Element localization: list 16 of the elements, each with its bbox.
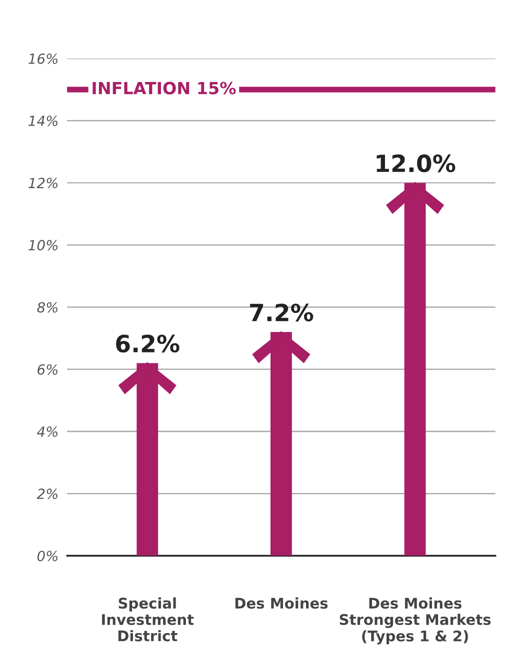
data-label: 6.2% [116,334,180,353]
y-tick-label: 6% [38,364,58,375]
x-tick-label: Special Investment District [102,597,194,642]
y-tick-label: 14% [28,116,58,126]
x-tick-label: Des Moines [235,597,328,609]
y-tick-label: 4% [36,426,58,437]
y-tick-label: 12% [28,178,58,188]
y-tick-label: 2% [36,488,58,500]
y-tick-label: 10% [28,240,58,250]
x-tick-label: Des Moines Strongest Markets (Types 1 & 2) [340,597,491,644]
y-tick-label: 0% [37,550,58,562]
y-tick-label: 16% [28,53,58,64]
data-label: 7.2% [250,304,314,322]
data-label: 12.0% [376,154,456,172]
ref-line-label: INFLATION 15% [92,82,236,94]
y-tick-label: 8% [37,302,58,313]
